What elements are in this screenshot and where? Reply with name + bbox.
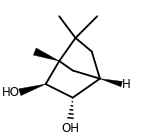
Polygon shape (33, 48, 59, 61)
Polygon shape (100, 79, 122, 87)
Polygon shape (19, 84, 46, 96)
Text: HO: HO (2, 86, 20, 99)
Text: OH: OH (61, 122, 79, 135)
Text: H: H (122, 78, 130, 91)
